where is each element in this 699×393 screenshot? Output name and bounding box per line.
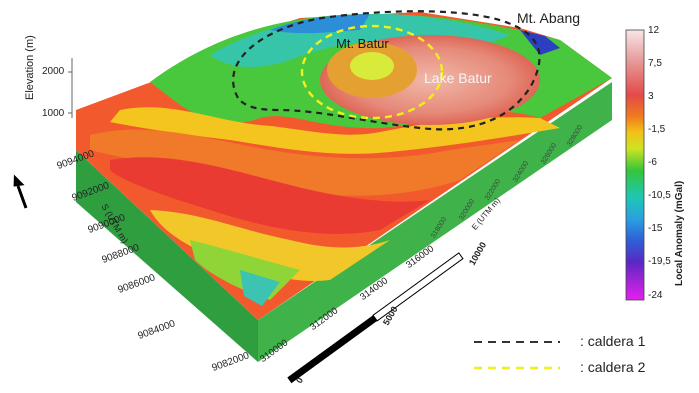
- colorbar-tick: -10,5: [648, 190, 671, 201]
- colorbar-tick: -19,5: [648, 256, 671, 267]
- lake-batur-label: Lake Batur: [424, 70, 492, 86]
- legend-caldera-1-label: : caldera 1: [580, 333, 646, 349]
- block-front-face: [76, 150, 258, 362]
- colorbar: [625, 29, 645, 301]
- caldera-1-outline: [232, 10, 541, 131]
- colorbar-tick: 3: [648, 91, 654, 102]
- elevation-axis: [68, 58, 73, 118]
- colorbar-tick: 12: [648, 25, 660, 36]
- elevation-axis-title: Elevation (m): [24, 35, 36, 100]
- caldera-2-outline: [300, 24, 444, 120]
- legend-caldera-2-label: : caldera 2: [580, 359, 646, 375]
- block-side-face: [258, 82, 612, 362]
- colorbar-tick: -6: [648, 157, 657, 168]
- scale-bar: [287, 252, 464, 384]
- colorbar-title: Local Anomaly (mGal): [674, 180, 685, 286]
- colorbar-tick: 7,5: [648, 58, 662, 69]
- elevation-tick: 1000: [42, 108, 65, 119]
- mt-abang-label: Mt. Abang: [517, 10, 581, 26]
- colorbar-tick: -24: [648, 290, 663, 301]
- mt-batur-label: Mt. Batur: [336, 36, 389, 51]
- colorbar-tick: -1,5: [648, 124, 666, 135]
- elevation-tick: 2000: [42, 66, 65, 77]
- colorbar-tick: -15: [648, 223, 663, 234]
- north-arrow-icon: [13, 174, 28, 209]
